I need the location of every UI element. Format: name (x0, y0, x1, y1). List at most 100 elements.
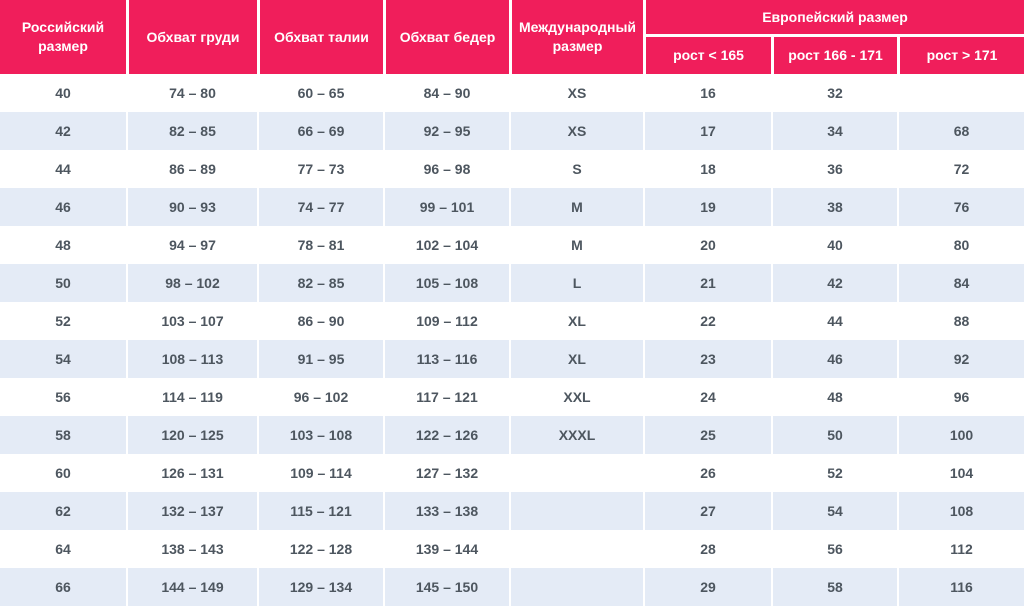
table-cell: 90 – 93 (126, 188, 257, 226)
table-row: 46 90 – 93 74 – 77 99 – 101 M 19 38 76 (0, 188, 1024, 226)
table-cell: 105 – 108 (383, 264, 509, 302)
table-cell: 68 (897, 112, 1024, 150)
table-cell: 84 (897, 264, 1024, 302)
table-cell: 17 (643, 112, 771, 150)
table-cell: 48 (771, 378, 897, 416)
table-cell: 32 (771, 74, 897, 112)
table-cell: 138 – 143 (126, 530, 257, 568)
table-cell: 60 (55, 465, 71, 481)
header-european-size-group: Европейский размер (643, 0, 1024, 37)
table-cell: 122 – 126 (383, 416, 509, 454)
table-cell: 139 – 144 (383, 530, 509, 568)
table-cell: 34 (771, 112, 897, 150)
table-cell: 36 (771, 150, 897, 188)
size-table-body: 40 74 – 80 60 – 65 84 – 90 XS 16 32 42 82 – 85 66… (0, 74, 1024, 606)
table-cell: S (509, 150, 643, 188)
table-cell: XL (509, 340, 643, 378)
table-cell: 104 (897, 454, 1024, 492)
table-row: 50 98 – 102 82 – 85 105 – 108 L 21 42 84 (0, 264, 1024, 302)
table-cell: 54 (771, 492, 897, 530)
table-cell: 58 (771, 568, 897, 606)
table-cell: 100 (897, 416, 1024, 454)
table-cell: 82 – 85 (126, 112, 257, 150)
table-row: 64 138 – 143 122 – 128 139 – 144 28 56 112 (0, 530, 1024, 568)
table-cell: 40 (771, 226, 897, 264)
table-cell: 86 – 90 (257, 302, 383, 340)
table-cell: 133 – 138 (383, 492, 509, 530)
table-cell (509, 530, 643, 568)
table-cell: 38 (771, 188, 897, 226)
table-cell: 77 – 73 (257, 150, 383, 188)
table-cell: 80 (897, 226, 1024, 264)
table-cell: 115 – 121 (257, 492, 383, 530)
header-russian-size: Российский размер (0, 0, 126, 74)
table-cell: 21 (643, 264, 771, 302)
table-cell: 16 (643, 74, 771, 112)
table-cell: M (509, 188, 643, 226)
table-cell: 109 – 114 (257, 454, 383, 492)
table-cell: 103 – 108 (257, 416, 383, 454)
table-row: 58 120 – 125 103 – 108 122 – 126 XXXL 25 50 100 (0, 416, 1024, 454)
table-cell: 48 (55, 237, 71, 253)
table-row: 44 86 – 89 77 – 73 96 – 98 S 18 36 72 (0, 150, 1024, 188)
table-cell (509, 568, 643, 606)
table-cell: 66 – 69 (257, 112, 383, 150)
table-cell: 84 – 90 (383, 74, 509, 112)
table-cell: 26 (643, 454, 771, 492)
table-cell: 116 (897, 568, 1024, 606)
table-cell: 74 – 80 (126, 74, 257, 112)
table-cell: 76 (897, 188, 1024, 226)
table-row: 40 74 – 80 60 – 65 84 – 90 XS 16 32 (0, 74, 1024, 112)
header-height-gt-171: рост > 171 (897, 37, 1024, 74)
table-cell: 44 (55, 161, 71, 177)
table-cell: 120 – 125 (126, 416, 257, 454)
table-cell: 78 – 81 (257, 226, 383, 264)
table-cell: 60 – 65 (257, 74, 383, 112)
table-cell: 102 – 104 (383, 226, 509, 264)
table-cell: 98 – 102 (126, 264, 257, 302)
table-cell: 22 (643, 302, 771, 340)
header-international-size: Международный размер (509, 0, 643, 74)
table-row: 42 82 – 85 66 – 69 92 – 95 XS 17 34 68 (0, 112, 1024, 150)
table-cell: 64 (55, 541, 71, 557)
table-cell: 96 (897, 378, 1024, 416)
table-cell: 29 (643, 568, 771, 606)
table-cell: 25 (643, 416, 771, 454)
table-cell: 99 – 101 (383, 188, 509, 226)
table-cell: 44 (771, 302, 897, 340)
table-cell: 112 (897, 530, 1024, 568)
table-cell: M (509, 226, 643, 264)
table-cell: 20 (643, 226, 771, 264)
table-cell: 58 (55, 427, 71, 443)
table-header: Российский размер Обхват груди Обхват та… (0, 0, 1024, 74)
table-cell: 18 (643, 150, 771, 188)
table-cell: 50 (55, 275, 71, 291)
table-row: 56 114 – 119 96 – 102 117 – 121 XXL 24 48 96 (0, 378, 1024, 416)
header-waist: Обхват талии (257, 0, 383, 74)
table-cell: 40 (55, 85, 71, 101)
header-hips: Обхват бедер (383, 0, 509, 74)
table-cell: 117 – 121 (383, 378, 509, 416)
table-cell: 127 – 132 (383, 454, 509, 492)
table-cell: 122 – 128 (257, 530, 383, 568)
table-cell: 108 (897, 492, 1024, 530)
table-cell: 145 – 150 (383, 568, 509, 606)
table-cell: 19 (643, 188, 771, 226)
table-cell: 92 – 95 (383, 112, 509, 150)
table-cell (509, 454, 643, 492)
table-cell: XL (509, 302, 643, 340)
table-cell: 52 (771, 454, 897, 492)
table-cell: 28 (643, 530, 771, 568)
table-cell: 113 – 116 (383, 340, 509, 378)
table-cell: 42 (771, 264, 897, 302)
header-height-166-171: рост 166 - 171 (771, 37, 897, 74)
table-cell: 144 – 149 (126, 568, 257, 606)
table-cell: 126 – 131 (126, 454, 257, 492)
table-cell: 72 (897, 150, 1024, 188)
table-cell: 23 (643, 340, 771, 378)
table-cell: 56 (55, 389, 71, 405)
table-cell: 52 (55, 313, 71, 329)
table-cell: 46 (55, 199, 71, 215)
